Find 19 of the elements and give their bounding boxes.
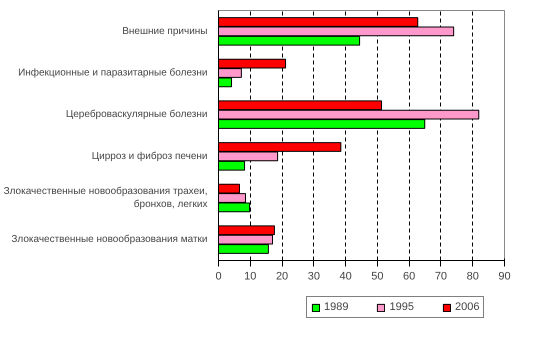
y-tick-label: Цирроз и фиброз печени bbox=[92, 150, 208, 162]
x-tick-label: 80 bbox=[466, 270, 479, 282]
y-tick-label: Внешние причины bbox=[122, 26, 208, 37]
x-tick-label: 60 bbox=[403, 270, 416, 282]
y-tick-label: Злокачественные новообразования матки bbox=[11, 234, 208, 246]
x-tick-label: 40 bbox=[339, 270, 352, 282]
y-tick-label: Злокачественные новообразования трахеи, бронхов, легких bbox=[4, 186, 208, 210]
y-tick-label: Инфекционные и паразитарные болезни bbox=[18, 68, 208, 78]
x-tick-label: 10 bbox=[244, 270, 256, 282]
x-tick-label: 0 bbox=[215, 270, 222, 282]
y-tick-label: Цереброваскулярные болезни bbox=[66, 109, 208, 120]
legend-label: 2006 bbox=[454, 301, 480, 313]
legend-label: 1995 bbox=[389, 301, 414, 313]
x-tick-label: 30 bbox=[308, 270, 320, 282]
x-tick-label: 90 bbox=[498, 270, 511, 282]
x-tick-label: 70 bbox=[434, 270, 448, 282]
x-tick-label: 50 bbox=[371, 270, 384, 282]
x-tick-label: 20 bbox=[276, 270, 288, 282]
legend-label: 1989 bbox=[324, 301, 348, 313]
